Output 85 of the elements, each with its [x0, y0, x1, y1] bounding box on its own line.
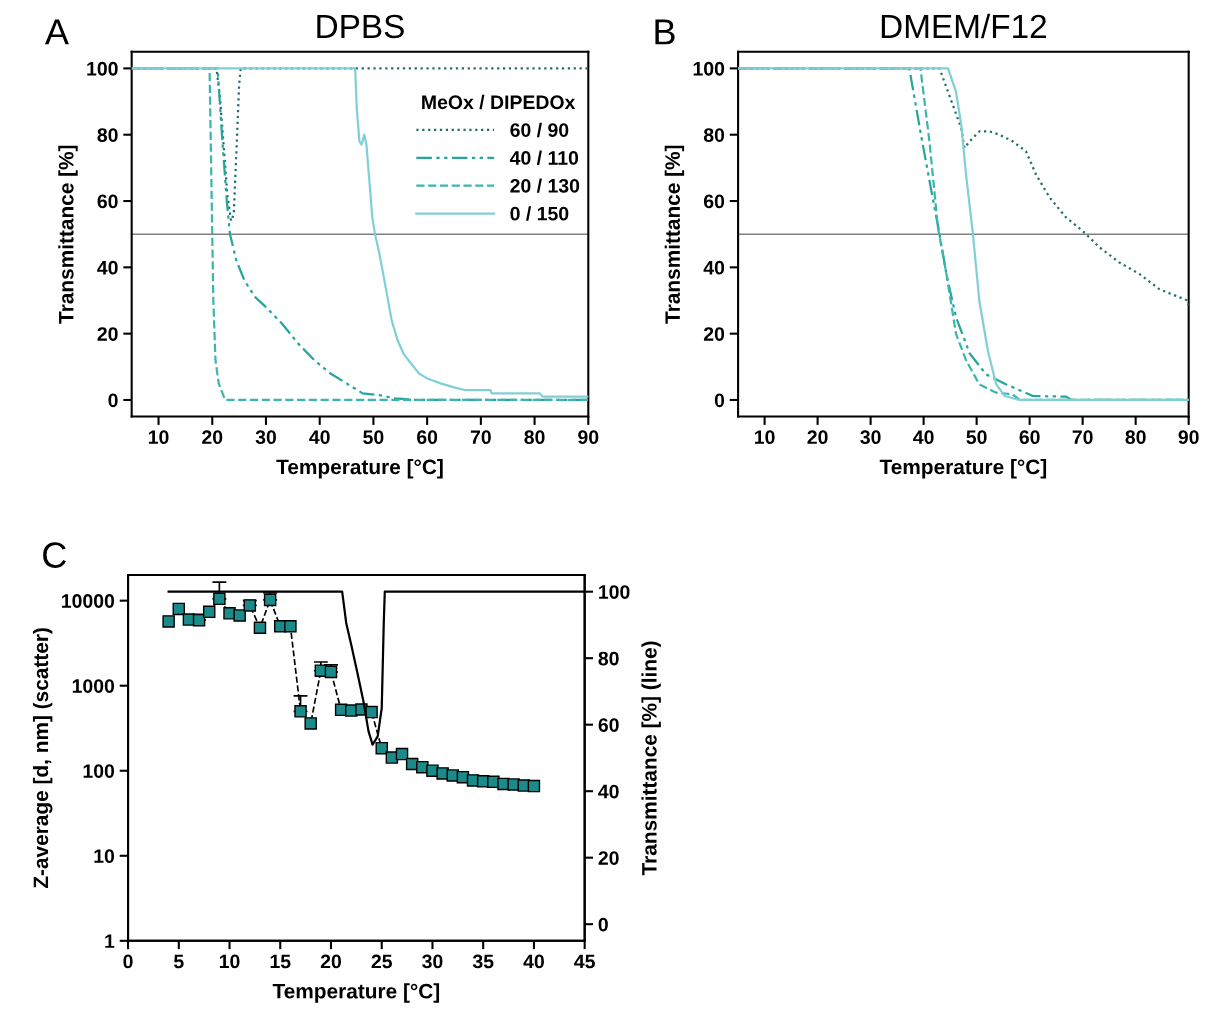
x-tick-label: 0: [123, 954, 133, 969]
x-tick-label: 90: [1178, 430, 1199, 445]
y-tick-label: 100: [87, 61, 118, 76]
x-tick-label: 50: [363, 430, 384, 445]
x-tick-label: 80: [1125, 430, 1146, 445]
y-tick-label: 1: [105, 934, 115, 948]
x-tick-label: 30: [255, 430, 276, 445]
x-tick-label: 60: [1019, 430, 1040, 445]
x-axis-title: Temperature [°C]: [276, 458, 443, 479]
x-tick-label: 50: [966, 430, 987, 445]
point: [172, 602, 186, 616]
y2-tick-label: 80: [598, 651, 619, 666]
x-tick-label: 10: [148, 430, 169, 445]
y2-tick-label: 60: [598, 718, 619, 732]
point: [527, 779, 541, 793]
x-tick-label: 10: [219, 954, 240, 969]
point: [436, 767, 449, 780]
y-tick-label: 60: [97, 194, 118, 209]
y-tick-label: 40: [703, 260, 725, 275]
y-tick-label: 80: [703, 128, 725, 142]
y-tick-label: 0: [108, 393, 118, 408]
x-tick-label: 45: [574, 954, 595, 969]
x-tick-label: 30: [860, 430, 881, 445]
point: [162, 615, 175, 628]
x-tick-label: 40: [523, 954, 544, 969]
x-tick-label: 20: [807, 430, 828, 445]
legend-label: 60 / 90: [510, 122, 569, 138]
y-tick-label: 0: [714, 393, 725, 408]
line-series: [738, 67, 1189, 402]
point: [395, 747, 409, 761]
point: [284, 620, 297, 633]
point: [213, 592, 226, 606]
y2-tick-label: 40: [598, 784, 619, 799]
y2-tick-label: 100: [599, 585, 630, 599]
y-axis-title: Transmittance [%]: [58, 145, 78, 324]
point: [507, 778, 520, 791]
point: [304, 717, 317, 730]
x-tick-label: 40: [913, 430, 934, 445]
x-tick-label: 40: [309, 430, 330, 445]
point: [253, 621, 267, 635]
x-tick-label: 90: [578, 430, 599, 445]
legend-label: 20 / 130: [510, 178, 580, 193]
y2-tick-label: 20: [598, 851, 619, 865]
y-tick-label: 100: [693, 61, 725, 76]
x-tick-label: 20: [202, 430, 223, 445]
point: [375, 741, 388, 755]
y2-tick-label: 0: [598, 917, 608, 932]
chart-title: DPBS: [317, 14, 404, 39]
y-tick-label: 60: [703, 194, 725, 209]
y-tick-label: 20: [97, 327, 118, 341]
x-tick-label: 60: [417, 430, 438, 445]
point: [294, 705, 307, 718]
x-tick-label: 5: [173, 954, 184, 969]
point: [233, 609, 246, 622]
text: C: [43, 542, 66, 568]
y-tick-label: 40: [97, 260, 118, 275]
x-tick-label: 70: [1072, 430, 1093, 445]
x-tick-label: 70: [470, 430, 491, 445]
x-tick-label: 35: [472, 954, 494, 969]
text: A: [44, 19, 69, 45]
point: [263, 593, 277, 607]
legend-label: 40 / 110: [509, 150, 579, 166]
x-tick-label: 80: [524, 430, 545, 445]
y-tick-label: 1000: [72, 679, 115, 693]
y-axis-title: Transmittance [%]: [664, 145, 685, 324]
x-axis-title: Temperature [°C]: [879, 458, 1047, 479]
chart-title: DMEM/F12: [881, 13, 1046, 39]
legend-label: 0 / 150: [510, 206, 569, 221]
text: B: [655, 19, 675, 45]
y-tick-label: 20: [703, 327, 725, 341]
legend-title: MeOx / DIPEDOx: [422, 94, 576, 110]
y-tick-label: 10: [94, 849, 115, 864]
y-tick-label: 80: [97, 128, 118, 142]
x-axis-title: Temperature [°C]: [272, 983, 440, 1003]
y-tick-label: 10000: [62, 594, 115, 608]
x-tick-label: 10: [755, 430, 775, 445]
x-tick-label: 30: [422, 954, 443, 969]
y2-axis-title: Transmittance [%] (line): [641, 641, 661, 876]
point: [202, 605, 216, 619]
y-axis-title: Z-average [d, nm] (scatter): [32, 628, 53, 889]
y-tick-label: 100: [83, 764, 115, 778]
x-tick-label: 20: [320, 954, 342, 969]
x-tick-label: 15: [270, 954, 291, 969]
x-tick-label: 25: [371, 954, 392, 969]
point: [365, 705, 378, 719]
